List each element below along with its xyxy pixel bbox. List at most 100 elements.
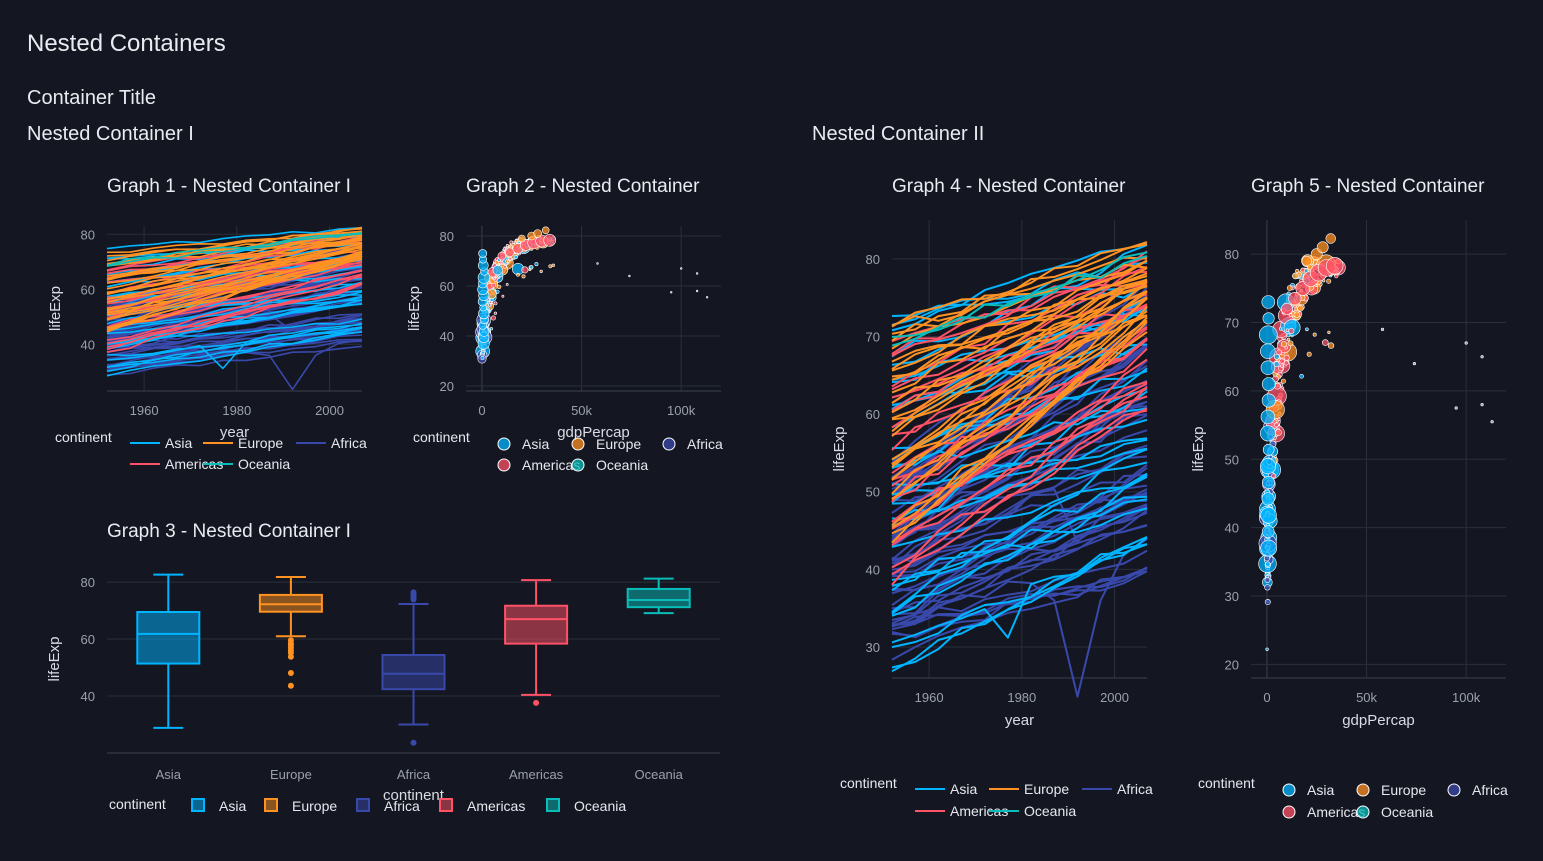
box-iqr (381, 654, 446, 691)
legend: continent Asia Europe Africa Americas Oceania (840, 775, 1153, 819)
series-line (106, 291, 363, 332)
scatter-point (533, 229, 543, 238)
y-tick-label: 60 (866, 407, 880, 422)
y-axis-label: lifeExp (1190, 426, 1207, 471)
scatter-point (528, 268, 532, 272)
scatter-point (1261, 492, 1275, 506)
scatter-point (507, 260, 510, 263)
scatter-point (1259, 325, 1278, 345)
y-tick-label: 40 (1225, 521, 1239, 536)
legend-title: continent (109, 796, 166, 812)
x-tick-label: Americas (509, 767, 564, 782)
scatter-point (1490, 420, 1494, 424)
series-line (891, 543, 1148, 649)
series-line (891, 319, 1148, 535)
box-outlier (410, 596, 417, 603)
series-line (891, 384, 1148, 502)
scatter-point (1265, 561, 1271, 567)
series-line (106, 326, 363, 368)
legend-swatch-asia (497, 437, 511, 451)
series-line (106, 232, 363, 267)
y-tick-label: 30 (1225, 589, 1239, 604)
legend-item-asia: Asia (165, 435, 192, 451)
scatter-point (1268, 454, 1273, 459)
legend-item-asia: Asia (219, 798, 246, 814)
legend-swatch-africa (662, 437, 676, 451)
scatter-point (1281, 302, 1293, 315)
scatter-point (705, 296, 709, 299)
series-line (891, 325, 1148, 500)
box-outlier (533, 699, 540, 706)
scatter-point (1273, 353, 1280, 360)
series-line (891, 278, 1148, 363)
legend-item-americas: Americas (950, 803, 1008, 819)
scatter-point (516, 272, 520, 277)
y-tick-label: 80 (1225, 247, 1239, 262)
box-outlier (287, 669, 294, 676)
series-line (891, 289, 1148, 465)
scatter-point (1261, 295, 1276, 309)
graph-2-scatter-chart[interactable]: 0 50k 100k 20 40 60 80 gdpPercap lifeExp continen… (0, 0, 780, 480)
y-axis-label: lifeExp (47, 286, 64, 331)
legend: continent Asia Europe Africa Americas Oceania (1198, 775, 1508, 820)
scatter-point (1327, 342, 1335, 349)
legend-swatch-europe (1356, 783, 1370, 797)
legend-swatch-americas (497, 458, 511, 472)
scatter-point (478, 249, 488, 258)
y-tick-label: 70 (1225, 316, 1239, 331)
graph-3-title: Graph 3 - Nested Container I (107, 521, 351, 542)
series-line (891, 250, 1148, 357)
series-line (106, 232, 363, 267)
graph-4-line-chart[interactable]: 1960 1980 2000 30 40 50 60 70 80 year lifeExp conti… (0, 0, 1200, 861)
series-line (891, 386, 1148, 586)
legend-swatch-americas (1282, 805, 1296, 819)
series-line (891, 484, 1148, 571)
scatter-point (1260, 458, 1277, 475)
scatter-point (509, 240, 514, 245)
scatter-point (508, 257, 512, 261)
series-line (106, 323, 363, 370)
scatter-point (1280, 364, 1284, 368)
series-line (891, 380, 1148, 523)
scatter-point (503, 265, 507, 269)
series-line (106, 345, 363, 376)
series-oceania (106, 232, 363, 267)
series-line (891, 407, 1148, 466)
graph-2-title: Graph 2 - Nested Container (466, 176, 700, 197)
x-tick-label: Europe (270, 767, 312, 782)
y-tick-label: 80 (81, 575, 95, 590)
series-line (891, 251, 1148, 338)
scatter-point (529, 265, 534, 270)
graph-1-line-chart[interactable]: 1960 1980 2000 40 60 80 year lifeExp continent As… (0, 0, 420, 480)
scatter-point (1334, 274, 1339, 279)
series-line (891, 413, 1148, 548)
scatter-point (1274, 422, 1279, 428)
legend-item-africa: Africa (1472, 782, 1508, 798)
series-line (106, 233, 363, 280)
box-iqr (136, 611, 201, 665)
scatter-point (1286, 285, 1293, 291)
series-line (891, 296, 1148, 461)
box-africa (381, 589, 446, 746)
page-title: Nested Containers (27, 30, 226, 57)
legend-item-asia: Asia (1307, 782, 1334, 798)
y-tick-label: 80 (81, 227, 95, 242)
graph-4-title: Graph 4 - Nested Container (892, 176, 1126, 197)
x-axis-label: year (1005, 712, 1034, 729)
legend-item-europe: Europe (238, 435, 283, 451)
x-tick-label: 50k (571, 403, 592, 418)
x-tick-label: Africa (397, 767, 431, 782)
legend-swatch-africa (356, 798, 370, 812)
legend-swatch-oceania (546, 798, 560, 812)
scatter-point (1262, 443, 1275, 456)
scatter-point (480, 355, 485, 360)
legend-swatch-asia (191, 798, 205, 812)
legend-item-africa: Africa (1117, 781, 1153, 797)
x-tick-label: Oceania (634, 767, 683, 782)
series-line (106, 303, 363, 335)
legend-item-americas: Americas (1307, 804, 1365, 820)
series-oceania (891, 251, 1148, 347)
series-line (891, 283, 1148, 358)
